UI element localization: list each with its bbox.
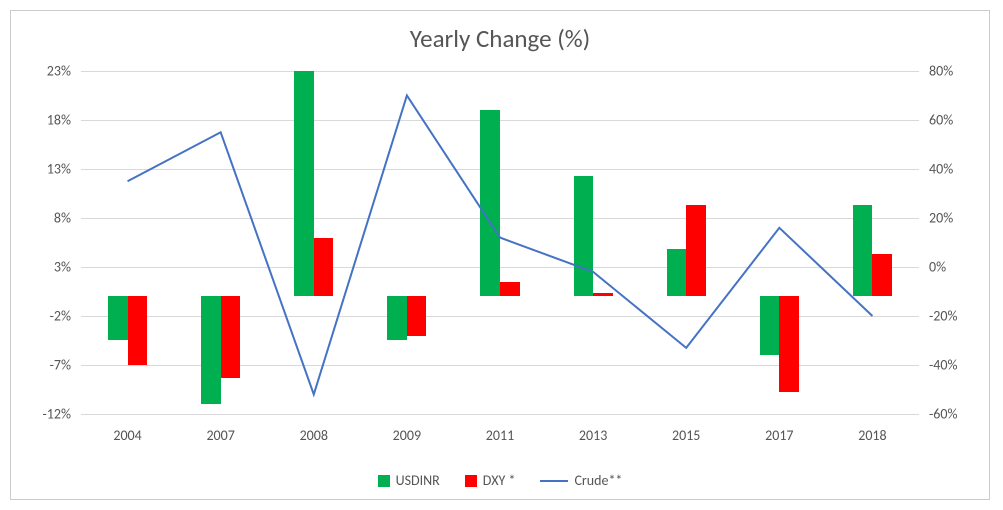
legend: USDINR DXY * Crude** (11, 472, 989, 489)
chart-container: Yearly Change (%) -12%-7%-2%3%8%13%18%23… (10, 10, 990, 500)
legend-swatch (378, 475, 390, 487)
y-axis-right-label: 20% (929, 210, 974, 227)
y-axis-left-label: -12% (31, 406, 71, 423)
x-axis-label: 2004 (113, 427, 141, 444)
gridline (81, 414, 919, 415)
y-axis-left-label: 13% (31, 161, 71, 178)
y-axis-right-label: 40% (929, 161, 974, 178)
x-axis-label: 2008 (300, 427, 328, 444)
x-axis-label: 2017 (765, 427, 793, 444)
y-axis-right-label: 80% (929, 63, 974, 80)
y-axis-right-label: 60% (929, 112, 974, 129)
y-axis-right-label: 0% (929, 259, 974, 276)
legend-label: DXY * (483, 472, 516, 489)
y-axis-left-label: -2% (31, 308, 71, 325)
x-axis-label: 2009 (393, 427, 421, 444)
x-axis-label: 2018 (858, 427, 886, 444)
plot-area: -12%-7%-2%3%8%13%18%23%-60%-40%-20%0%20%… (81, 71, 919, 414)
y-axis-left-label: 8% (31, 210, 71, 227)
chart-title: Yearly Change (%) (11, 11, 989, 62)
x-axis-label: 2015 (672, 427, 700, 444)
y-axis-left-label: -7% (31, 357, 71, 374)
x-axis-label: 2007 (206, 427, 234, 444)
legend-item: DXY * (465, 472, 516, 489)
legend-swatch (465, 475, 477, 487)
legend-line-swatch (540, 480, 568, 482)
y-axis-right-label: -60% (929, 406, 974, 423)
legend-item: USDINR (378, 472, 440, 489)
y-axis-right-label: -20% (929, 308, 974, 325)
legend-label: Crude** (574, 472, 622, 489)
legend-label: USDINR (396, 472, 440, 489)
y-axis-right-label: -40% (929, 357, 974, 374)
y-axis-left-label: 23% (31, 63, 71, 80)
legend-item: Crude** (540, 472, 622, 489)
line-series (81, 71, 919, 414)
x-axis-label: 2011 (486, 427, 514, 444)
y-axis-left-label: 18% (31, 112, 71, 129)
y-axis-left-label: 3% (31, 259, 71, 276)
x-axis-label: 2013 (579, 427, 607, 444)
